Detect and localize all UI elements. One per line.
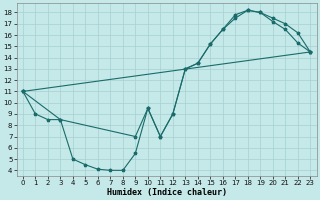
X-axis label: Humidex (Indice chaleur): Humidex (Indice chaleur) <box>107 188 227 197</box>
